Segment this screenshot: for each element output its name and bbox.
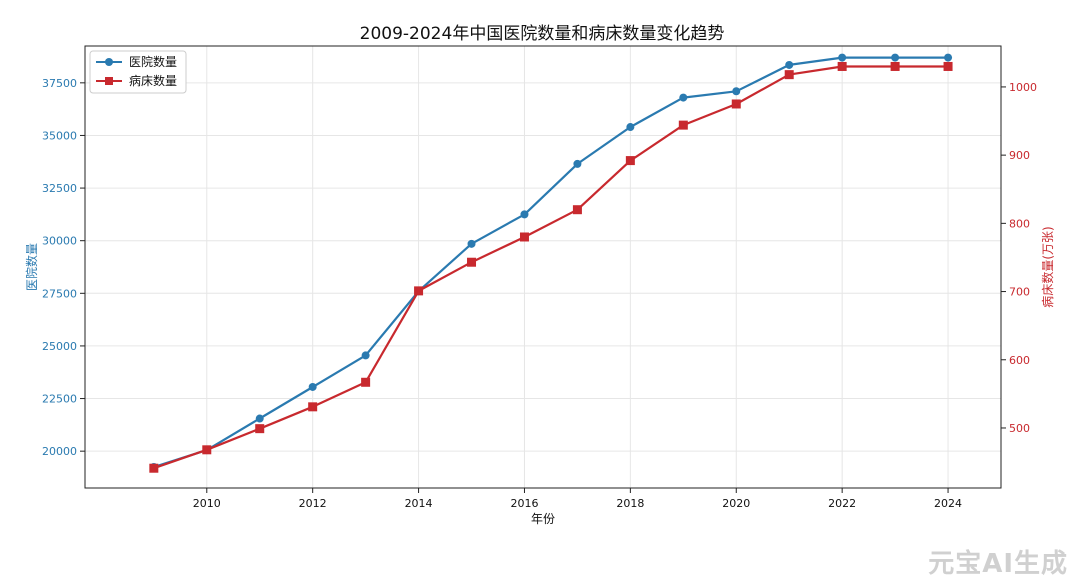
left-tick-label: 27500 <box>42 287 77 300</box>
right-tick-label: 700 <box>1009 286 1030 299</box>
left-y-axis-label: 医院数量 <box>24 243 39 291</box>
x-tick-label: 2024 <box>934 497 962 510</box>
left-tick-label: 20000 <box>42 445 77 458</box>
data-point-0 <box>679 93 688 102</box>
data-point-0 <box>520 210 529 219</box>
legend-marker-beds <box>105 77 113 85</box>
x-tick-label: 2020 <box>722 497 750 510</box>
data-point-1 <box>202 445 212 455</box>
left-tick-label: 22500 <box>42 393 77 406</box>
x-tick-label: 2018 <box>616 497 644 510</box>
watermark: 元宝AI生成 <box>928 549 1068 579</box>
right-y-axis-label: 病床数量(万张) <box>1040 226 1055 307</box>
series-line-0 <box>153 56 949 469</box>
series-layer <box>149 53 953 473</box>
data-point-0 <box>732 87 741 96</box>
grid-lines <box>85 46 1001 488</box>
right-tick-label: 600 <box>1009 354 1030 367</box>
chart-title: 2009-2024年中国医院数量和病床数量变化趋势 <box>360 24 725 44</box>
x-tick-label: 2012 <box>299 497 327 510</box>
data-point-0 <box>626 123 635 132</box>
left-tick-label: 25000 <box>42 340 77 353</box>
data-point-1 <box>361 377 371 387</box>
x-tick-label: 2014 <box>405 497 433 510</box>
left-tick-label: 35000 <box>42 129 77 142</box>
legend-label-hospitals: 医院数量 <box>129 54 177 69</box>
data-point-0 <box>308 382 317 391</box>
data-point-1 <box>731 99 741 109</box>
series-line-1 <box>153 65 949 470</box>
x-tick-label: 2010 <box>193 497 221 510</box>
data-point-1 <box>678 120 688 130</box>
data-point-0 <box>838 53 847 62</box>
data-point-1 <box>414 286 424 296</box>
data-point-1 <box>308 402 318 412</box>
data-point-1 <box>625 156 635 166</box>
right-tick-label: 800 <box>1009 217 1030 230</box>
left-y-axis: 20000 22500 25000 27500 30000 32500 35000 37500 <box>42 77 85 458</box>
left-tick-label: 30000 <box>42 235 77 248</box>
plot-area-frame <box>84 45 1002 489</box>
right-y-axis: 500 600 700 800 900 1000 <box>1001 81 1037 435</box>
data-point-0 <box>255 414 264 423</box>
left-tick-label: 37500 <box>42 77 77 90</box>
legend-marker-hospitals <box>105 58 113 66</box>
right-tick-label: 1000 <box>1009 81 1037 94</box>
legend-label-beds: 病床数量 <box>129 73 177 88</box>
data-point-1 <box>255 424 265 434</box>
data-point-1 <box>890 61 900 71</box>
right-tick-label: 500 <box>1009 422 1030 435</box>
left-tick-label: 32500 <box>42 182 77 195</box>
data-point-0 <box>891 53 900 62</box>
legend: 医院数量 病床数量 <box>89 50 187 94</box>
data-point-0 <box>467 239 476 248</box>
data-point-1 <box>149 463 159 473</box>
data-point-1 <box>837 61 847 71</box>
data-point-1 <box>467 257 477 267</box>
data-point-1 <box>519 232 529 242</box>
x-tick-label: 2016 <box>510 497 538 510</box>
data-point-1 <box>943 61 953 71</box>
x-tick-label: 2022 <box>828 497 856 510</box>
data-point-0 <box>573 159 582 168</box>
data-point-1 <box>784 70 794 80</box>
data-point-0 <box>361 351 370 360</box>
x-axis: 2010 2012 2014 2016 2018 2020 2022 2024 <box>193 488 962 510</box>
data-point-0 <box>785 60 794 69</box>
data-point-1 <box>572 205 582 215</box>
right-tick-label: 900 <box>1009 149 1030 162</box>
data-point-0 <box>944 53 953 62</box>
x-axis-label: 年份 <box>531 512 555 526</box>
